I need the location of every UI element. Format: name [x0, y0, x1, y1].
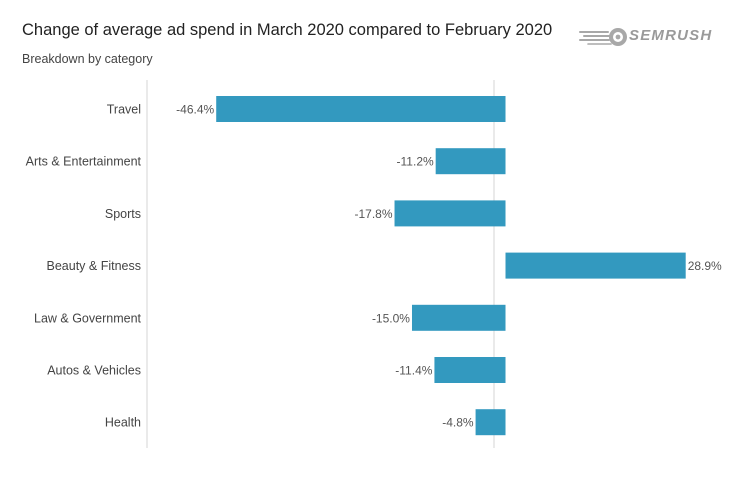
bar-sports: [394, 200, 506, 227]
chart-subtitle: Breakdown by category: [22, 52, 153, 66]
category-label-beauty-fitness: Beauty & Fitness: [47, 259, 142, 273]
semrush-wordmark: SEMRUSH: [629, 27, 713, 44]
semrush-logo: SEMRUSH: [578, 26, 728, 48]
value-label-beauty-fitness: 28.9%: [688, 259, 722, 273]
bar-travel: [216, 96, 506, 122]
category-label-sports: Sports: [105, 207, 141, 221]
semrush-fireball-icon: [579, 28, 627, 46]
value-label-arts-entertainment: -11.2%: [397, 155, 434, 169]
category-label-health: Health: [105, 416, 141, 430]
category-label-autos-vehicles: Autos & Vehicles: [47, 364, 141, 378]
category-label-arts-entertainment: Arts & Entertainment: [26, 155, 142, 169]
value-label-autos-vehicles: -11.4%: [395, 364, 432, 378]
chart-title: Change of average ad spend in March 2020…: [22, 21, 553, 39]
bar-autos-vehicles: [434, 357, 506, 383]
value-label-travel: -46.4%: [176, 103, 214, 117]
bar-arts-entertainment: [435, 148, 506, 175]
category-label-travel: Travel: [107, 103, 141, 117]
value-label-law-government: -15.0%: [372, 311, 410, 325]
value-label-health: -4.8%: [442, 416, 474, 430]
value-label-sports: -17.8%: [354, 207, 392, 221]
category-label-law-government: Law & Government: [34, 311, 142, 325]
bar-beauty-fitness: [505, 252, 686, 279]
bar-health: [475, 409, 506, 436]
bar-law-government: [411, 304, 506, 331]
